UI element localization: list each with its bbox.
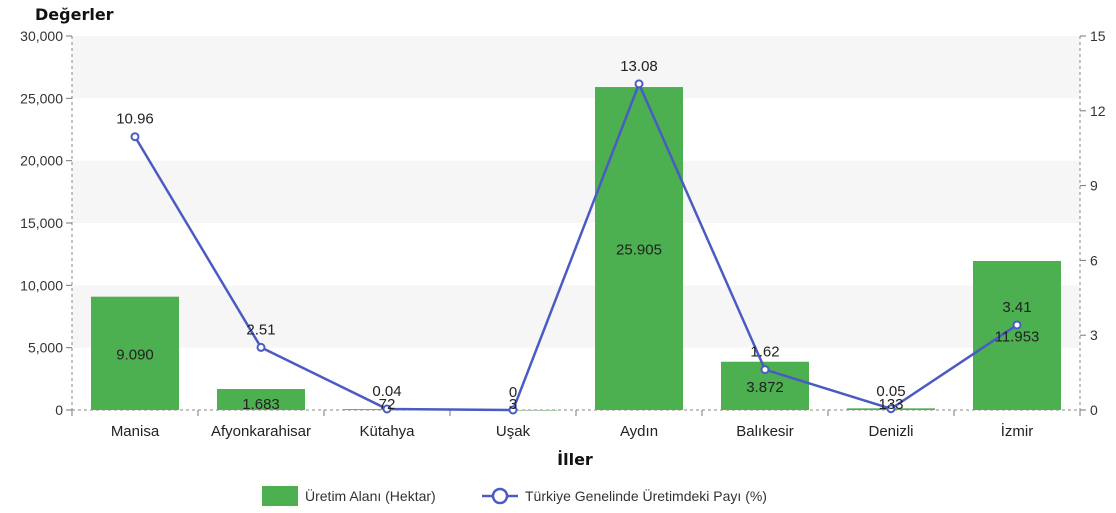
bar-value-label: 72 <box>379 396 396 413</box>
legend-swatch-marker <box>491 487 509 505</box>
right-tick-label: 15 <box>1090 28 1106 44</box>
line-point-8 <box>1012 320 1022 330</box>
x-tick-label: Kütahya <box>359 423 415 440</box>
legend-swatch-bar <box>262 486 298 506</box>
bar-8 <box>973 260 1061 410</box>
line-point-5 <box>634 79 644 89</box>
left-tick-label: 25,000 <box>20 90 63 106</box>
line-point-6 <box>760 365 770 375</box>
line-point-3 <box>382 404 392 414</box>
bar-value-label: 11.953 <box>995 328 1040 345</box>
line-value-label: 3.41 <box>1002 299 1031 316</box>
line-point-2 <box>256 342 266 352</box>
grid-bands <box>72 36 1080 348</box>
x-tick-label: Denizli <box>868 423 913 440</box>
left-tick-label: 20,000 <box>20 153 63 169</box>
line-value-label: 0.04 <box>372 383 401 400</box>
legend-label-bar: Üretim Alanı (Hektar) <box>305 487 436 504</box>
legend-label-line: Türkiye Genelinde Üretimdeki Payı (%) <box>525 487 767 504</box>
bar-value-label: 133 <box>878 396 903 413</box>
line-point-1 <box>130 132 140 142</box>
bar-value-label: 9.090 <box>116 346 154 363</box>
x-tick-label: Manisa <box>111 423 160 440</box>
x-tick-label: Balıkesir <box>736 423 794 440</box>
line-value-label: 13.08 <box>620 58 658 75</box>
left-tick-label: 10,000 <box>20 277 63 293</box>
bar-5 <box>595 87 683 411</box>
bar-value-label: 25.905 <box>616 242 662 259</box>
chart-title: Değerler <box>35 5 114 24</box>
bar-value-label: 3 <box>509 396 517 413</box>
axes: 05,00010,00015,00020,00025,00030,0000369… <box>20 28 1106 440</box>
left-tick-label: 5,000 <box>28 340 63 356</box>
right-tick-label: 9 <box>1090 178 1098 194</box>
bar-value-label: 1.683 <box>242 396 280 413</box>
bars <box>91 87 1061 411</box>
x-tick-label: Uşak <box>496 423 531 440</box>
left-tick-label: 0 <box>55 402 63 418</box>
line-value-label: 10.96 <box>116 111 154 128</box>
right-tick-label: 0 <box>1090 402 1098 418</box>
bar-1 <box>91 296 179 410</box>
x-tick-label: İzmir <box>1001 422 1034 440</box>
series-line <box>133 80 1018 412</box>
right-tick-label: 6 <box>1090 252 1098 268</box>
line-point-4 <box>508 405 518 415</box>
data-labels: 9.090 1.683 72 3 25.905 3.872 133 11.953 10.96 2.… <box>116 58 1039 413</box>
bar-value-label: 3.872 <box>746 379 784 396</box>
grid-band <box>72 160 1080 223</box>
grid-band <box>72 36 1080 99</box>
line-value-label: 0 <box>509 384 517 401</box>
legend: Üretim Alanı (Hektar) Türkiye Genelinde … <box>262 486 767 506</box>
left-tick-label: 30,000 <box>20 28 63 44</box>
left-tick-label: 15,000 <box>20 215 63 231</box>
x-tick-label: Aydın <box>620 423 658 440</box>
line-point-7 <box>886 404 896 414</box>
bar-2 <box>217 389 305 410</box>
line-value-label: 0.05 <box>876 383 905 400</box>
x-tick-label: Afyonkarahisar <box>211 423 311 440</box>
line-value-label: 2.51 <box>246 321 275 338</box>
grid-band <box>72 285 1080 348</box>
line-series <box>130 79 1022 415</box>
line-value-label: 1.62 <box>750 344 779 361</box>
x-axis-title: İller <box>557 450 593 469</box>
right-tick-label: 12 <box>1090 103 1106 119</box>
right-tick-label: 3 <box>1090 327 1098 343</box>
